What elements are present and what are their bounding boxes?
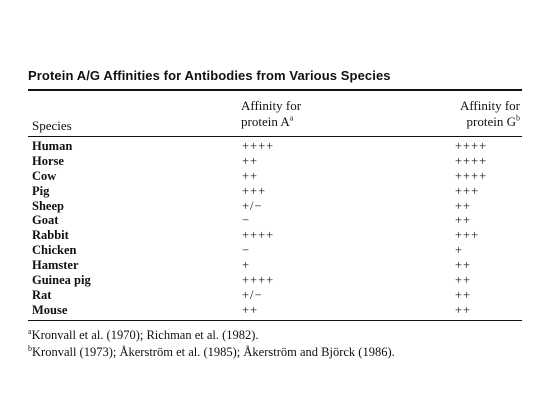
protein-g-affinity-cell: ++	[455, 213, 472, 228]
protein-a-affinity-cell: +	[242, 258, 251, 273]
protein-a-affinity-cell: ++	[242, 168, 259, 183]
protein-a-affinity-cell: ++++	[242, 273, 275, 288]
protein-a-affinity-cell: ++++	[242, 139, 275, 153]
species-cell: Sheep	[32, 198, 64, 213]
protein-g-affinity-cell: ++++	[455, 153, 488, 168]
table-row: Sheep +/− ++	[0, 199, 550, 214]
header-protein-a-line1: Affinity for	[241, 98, 302, 113]
protein-a-affinity-cell: +/−	[242, 287, 263, 302]
protein-g-affinity-cell: ++	[455, 258, 472, 273]
footnote-a-text: Kronvall et al. (1970); Richman et al. (…	[31, 328, 259, 342]
header-protein-g-line2: protein G	[466, 114, 516, 129]
protein-a-affinity-cell: ++++	[242, 228, 275, 243]
header-protein-a-line2: protein A	[241, 114, 290, 129]
header-protein-g-line1: Affinity for	[459, 98, 520, 113]
protein-a-affinity-cell: −	[242, 213, 251, 228]
bottom-rule	[28, 320, 522, 321]
table-row: Horse ++ ++++	[0, 154, 550, 169]
header-species: Species	[32, 118, 72, 133]
species-cell: Cow	[32, 168, 57, 183]
header-protein-a: Affinity for protein Aa	[241, 98, 301, 130]
protein-g-affinity-cell: ++++	[455, 168, 488, 183]
footnote-marker-a: a	[289, 113, 294, 123]
table-body: Human ++++ ++++ Horse ++ ++++ Cow ++ ++++ Pig +++ +…	[0, 139, 550, 318]
header-protein-g: Affinity for protein Gb	[460, 98, 520, 130]
table-title: Protein A/G Affinities for Antibodies fr…	[28, 68, 391, 83]
species-cell: Rat	[32, 287, 52, 302]
protein-a-affinity-cell: ++	[242, 153, 259, 168]
protein-g-affinity-cell: +++	[455, 228, 480, 243]
footnote-b: bKronvall (1973); Åkerström et al. (1985…	[28, 343, 395, 360]
species-cell: Rabbit	[32, 228, 69, 243]
protein-a-affinity-cell: ++	[242, 302, 259, 317]
protein-g-affinity-cell: ++	[455, 302, 472, 317]
footnote-a: aKronvall et al. (1970); Richman et al. …	[28, 326, 259, 343]
table-row: Cow ++ ++++	[0, 169, 550, 184]
top-rule	[28, 89, 522, 91]
footnote-marker-b: b	[516, 113, 520, 123]
species-cell: Guinea pig	[32, 273, 91, 288]
protein-g-affinity-cell: ++	[455, 273, 472, 288]
table-row: Human ++++ ++++	[0, 139, 550, 154]
protein-g-affinity-cell: ++++	[455, 139, 488, 153]
species-cell: Chicken	[32, 243, 77, 258]
table-row: Pig +++ +++	[0, 184, 550, 199]
protein-g-affinity-cell: +	[455, 243, 464, 258]
table-row: Rat +/− ++	[0, 288, 550, 303]
table-row: Hamster + ++	[0, 258, 550, 273]
protein-a-affinity-cell: +/−	[242, 198, 263, 213]
species-cell: Horse	[32, 153, 64, 168]
protein-a-affinity-cell: −	[242, 243, 251, 258]
species-cell: Goat	[32, 213, 59, 228]
footnote-b-marker: b	[28, 343, 32, 353]
protein-a-affinity-cell: +++	[242, 183, 267, 198]
footnote-a-marker: a	[28, 326, 32, 336]
table-row: Guinea pig ++++ ++	[0, 273, 550, 288]
footnote-b-text: Kronvall (1973); Åkerström et al. (1985)…	[32, 345, 395, 359]
protein-g-affinity-cell: ++	[455, 287, 472, 302]
table-row: Goat − ++	[0, 213, 550, 228]
protein-g-affinity-cell: +++	[455, 183, 480, 198]
table-row: Chicken − +	[0, 243, 550, 258]
species-cell: Hamster	[32, 258, 79, 273]
protein-g-affinity-cell: ++	[455, 198, 472, 213]
header-rule	[28, 136, 522, 137]
species-cell: Human	[32, 139, 73, 153]
species-cell: Mouse	[32, 302, 68, 317]
table-row: Rabbit ++++ +++	[0, 228, 550, 243]
table-row: Mouse ++ ++	[0, 303, 550, 318]
species-cell: Pig	[32, 183, 50, 198]
